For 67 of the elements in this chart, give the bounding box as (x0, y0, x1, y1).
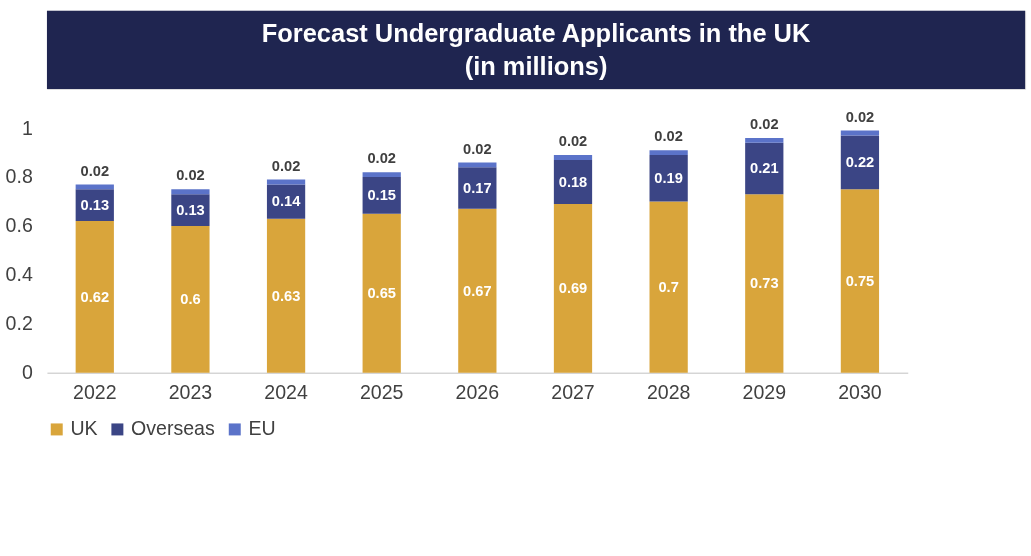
x-tick-label: 2026 (455, 380, 500, 403)
x-tick-label: 2023 (168, 380, 213, 403)
y-tick-label: 0.2 (5, 312, 33, 335)
x-tick-label: 2024 (264, 380, 308, 403)
x-tick-label: 2028 (646, 380, 691, 403)
legend-label: EU (248, 417, 276, 440)
data-label: 0.13 (176, 201, 205, 218)
bar (458, 208, 497, 373)
bar (840, 135, 880, 190)
bar (745, 194, 784, 373)
data-label: 0.13 (80, 197, 110, 214)
y-tick-label: 1 (21, 116, 33, 139)
data-label: 0.18 (558, 173, 588, 190)
bar (171, 189, 210, 195)
data-label: 0.14 (271, 193, 302, 210)
bar (458, 167, 497, 209)
data-label: 0.69 (558, 280, 588, 297)
y-tick-label: 0.6 (5, 214, 33, 237)
data-label: 0.65 (367, 285, 396, 302)
data-label: 0.02 (750, 116, 779, 133)
data-label: 0.67 (463, 282, 492, 299)
data-label: 0.02 (176, 167, 205, 184)
x-tick-label: 2030 (838, 380, 882, 403)
data-label: 0.02 (558, 133, 588, 150)
y-tick-label: 0.4 (5, 263, 33, 286)
data-label: 0.15 (367, 187, 396, 204)
data-label: 0.02 (367, 150, 396, 167)
bar (745, 142, 784, 195)
x-tick-label: 2022 (73, 380, 117, 403)
bar (458, 162, 497, 168)
data-label: 0.7 (658, 278, 679, 295)
data-label: 0.62 (80, 288, 110, 305)
x-tick-label: 2027 (551, 380, 595, 403)
data-label: 0.02 (271, 157, 301, 174)
bar (75, 184, 114, 190)
legend-label: Overseas (131, 417, 215, 440)
bar (362, 172, 401, 178)
data-label: 0.6 (180, 291, 201, 308)
bar (840, 189, 880, 373)
data-label: 0.02 (80, 162, 110, 179)
x-tick-label: 2029 (742, 380, 787, 403)
bar (553, 203, 593, 373)
bar (171, 225, 210, 373)
chart-title: Forecast Undergraduate Applicants in the UK (261, 19, 811, 48)
y-tick-label: 0 (21, 361, 33, 384)
bar (362, 213, 401, 373)
bar (649, 150, 688, 156)
bar (266, 218, 306, 373)
data-label: 0.02 (463, 140, 492, 157)
bar (745, 137, 784, 143)
bar (553, 155, 593, 160)
bar (649, 201, 688, 373)
y-tick-label: 0.8 (5, 165, 33, 188)
bar (649, 155, 688, 202)
chart-subtitle: (in millions) (464, 52, 608, 81)
bar (75, 221, 114, 373)
data-label: 0.22 (845, 154, 875, 171)
data-label: 0.19 (654, 170, 683, 187)
data-label: 0.73 (750, 275, 779, 292)
legend-label: UK (70, 417, 98, 440)
x-tick-label: 2025 (359, 380, 404, 403)
data-label: 0.21 (750, 160, 779, 177)
data-label: 0.02 (845, 108, 875, 125)
data-label: 0.75 (845, 272, 875, 289)
data-label: 0.63 (271, 287, 301, 304)
data-label: 0.17 (463, 179, 492, 196)
data-label: 0.02 (654, 128, 683, 145)
